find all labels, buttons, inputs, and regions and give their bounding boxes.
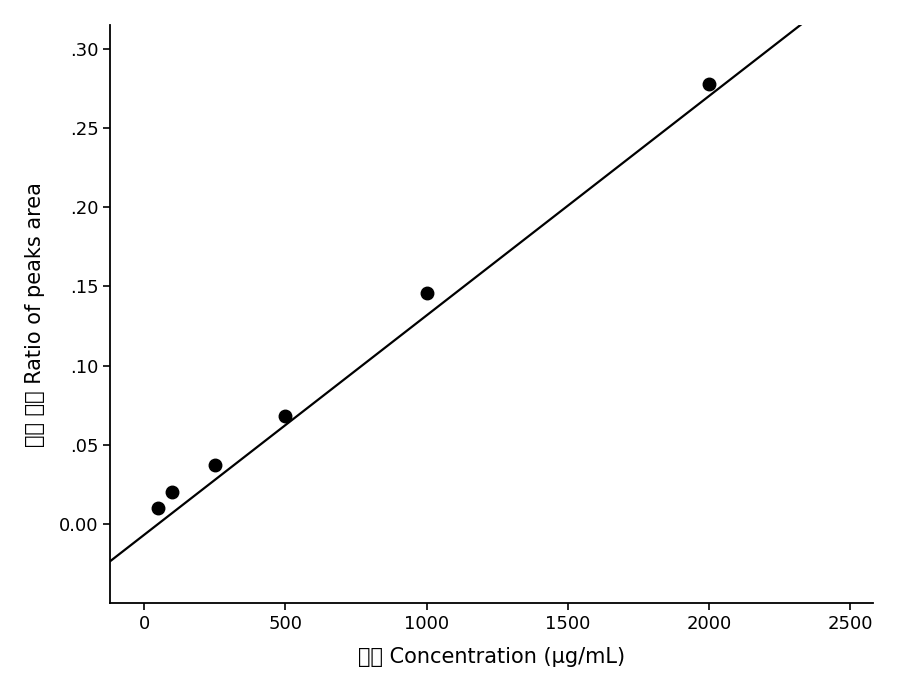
- Point: [151, 502, 166, 513]
- Point: [278, 411, 293, 422]
- Point: [208, 460, 222, 471]
- Y-axis label: 峰面 积比 Ratio of peaks area: 峰面 积比 Ratio of peaks area: [25, 182, 45, 446]
- Point: [702, 78, 716, 89]
- Point: [165, 487, 179, 498]
- Point: [419, 287, 434, 298]
- X-axis label: 浓度 Concentration (μg/mL): 浓度 Concentration (μg/mL): [358, 647, 626, 667]
